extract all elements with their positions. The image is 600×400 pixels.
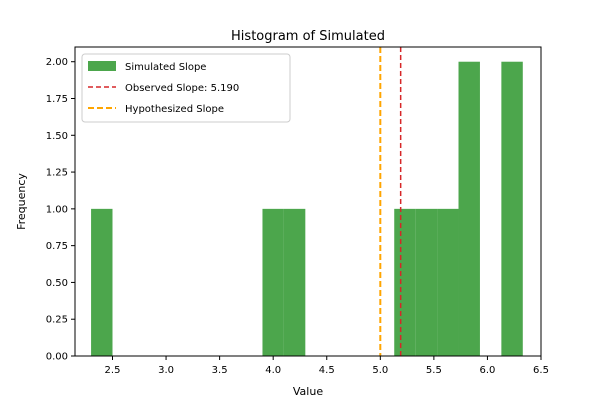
- histogram-bar-4: [394, 208, 416, 356]
- chart-title: Histogram of Simulated: [231, 29, 385, 44]
- y-axis-ticks: 0.00 0.25 0.50 0.75 1.00 1.25 1.50 1.75 2.00: [46, 57, 75, 363]
- y-tick-label: 0.25: [46, 315, 68, 326]
- y-tick-label: 2.00: [46, 57, 68, 68]
- x-tick-label: 2.5: [105, 365, 121, 376]
- y-tick-label: 0.75: [46, 241, 68, 252]
- legend-label-hypothesized-slope: Hypothesized Slope: [125, 104, 224, 115]
- x-axis-ticks: 2.5 3.0 3.5 4.0 4.5 5.0 5.5 6.0 6.5: [105, 356, 549, 376]
- y-tick-label: 1.25: [46, 168, 68, 179]
- x-tick-label: 5.5: [426, 365, 442, 376]
- x-tick-label: 3.5: [212, 365, 228, 376]
- y-tick-label: 0.50: [46, 278, 68, 289]
- histogram-bar-1: [91, 208, 113, 356]
- histogram-bar-5: [415, 208, 438, 356]
- histogram-bar-3: [283, 208, 306, 356]
- y-axis-label: Frequency: [15, 173, 28, 230]
- legend-box: [81, 53, 291, 123]
- legend-swatch-simulated-slope: [88, 61, 116, 71]
- x-tick-label: 4.0: [265, 365, 281, 376]
- x-tick-label: 6.0: [479, 365, 495, 376]
- legend: Simulated Slope Observed Slope: 5.190 Hy…: [81, 53, 291, 123]
- bars-layer: [91, 61, 523, 356]
- legend-label-simulated-slope: Simulated Slope: [125, 62, 206, 73]
- histogram-bar-8: [501, 61, 523, 356]
- x-axis-label: Value: [293, 385, 323, 398]
- plot-frame: [74, 46, 542, 357]
- reference-lines-layer: [379, 47, 402, 356]
- y-tick-label: 0.00: [46, 352, 68, 363]
- x-tick-label: 3.0: [158, 365, 174, 376]
- histogram-bar-7: [458, 61, 480, 356]
- histogram-bar-6: [437, 208, 459, 356]
- y-tick-label: 1.50: [46, 131, 68, 142]
- x-tick-label: 6.5: [533, 365, 549, 376]
- y-tick-label: 1.75: [46, 94, 68, 105]
- x-tick-label: 4.5: [319, 365, 335, 376]
- x-tick-label: 5.0: [372, 365, 388, 376]
- legend-label-observed-slope: Observed Slope: 5.190: [125, 83, 239, 94]
- y-tick-label: 1.00: [46, 204, 68, 215]
- histogram-bar-2: [262, 208, 284, 356]
